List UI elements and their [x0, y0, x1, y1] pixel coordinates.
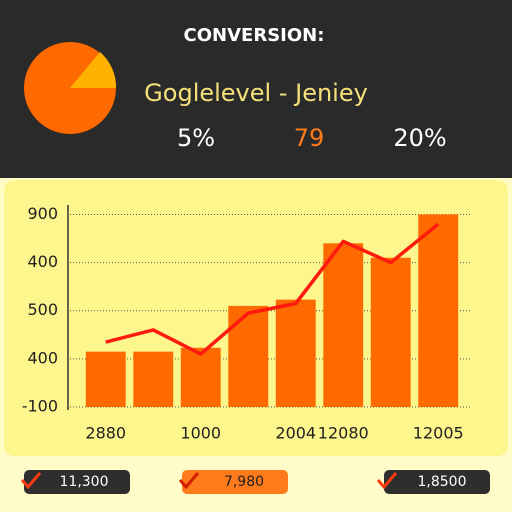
- bar: [133, 351, 174, 407]
- bar: [180, 347, 221, 407]
- y-tick-label: 400: [27, 252, 58, 271]
- bar: [85, 351, 126, 407]
- footer-pill: 1,8500: [376, 470, 490, 494]
- bar: [275, 299, 316, 407]
- bar: [228, 305, 269, 407]
- footer-pill: 11,300: [20, 470, 130, 494]
- stat: 5%: [177, 124, 215, 152]
- check-icon: [376, 472, 398, 490]
- stat: 79: [294, 124, 325, 152]
- subtitle: Goglelevel - Jeniey: [144, 79, 368, 107]
- line: [105, 222, 440, 356]
- x-tick-label: 12080: [318, 424, 369, 443]
- x-tick-label: 2880: [85, 424, 126, 443]
- bar: [370, 257, 411, 407]
- y-tick-label: -100: [22, 397, 58, 416]
- pill: [24, 470, 130, 494]
- x-tick-label: 12005: [413, 424, 464, 443]
- pill-label: 11,300: [60, 474, 109, 490]
- check-icon: [20, 472, 42, 490]
- bar: [418, 214, 459, 407]
- pie-slice: [70, 52, 117, 88]
- footer-pill: 7,980: [178, 470, 288, 494]
- pill-label: 7,980: [224, 474, 264, 490]
- y-tick-label: 400: [27, 348, 58, 367]
- bar: [323, 243, 364, 407]
- x-tick-label: 1000: [180, 424, 221, 443]
- stat: 20%: [393, 124, 446, 152]
- y-tick-label: 500: [27, 300, 58, 319]
- x-tick-label: 2004: [275, 424, 316, 443]
- title: CONVERSION:: [184, 25, 325, 46]
- pill-label: 1,8500: [418, 474, 467, 490]
- pill: [384, 470, 490, 494]
- y-tick-label: 900: [27, 204, 58, 223]
- check-icon: [178, 472, 200, 490]
- pill: [182, 470, 288, 494]
